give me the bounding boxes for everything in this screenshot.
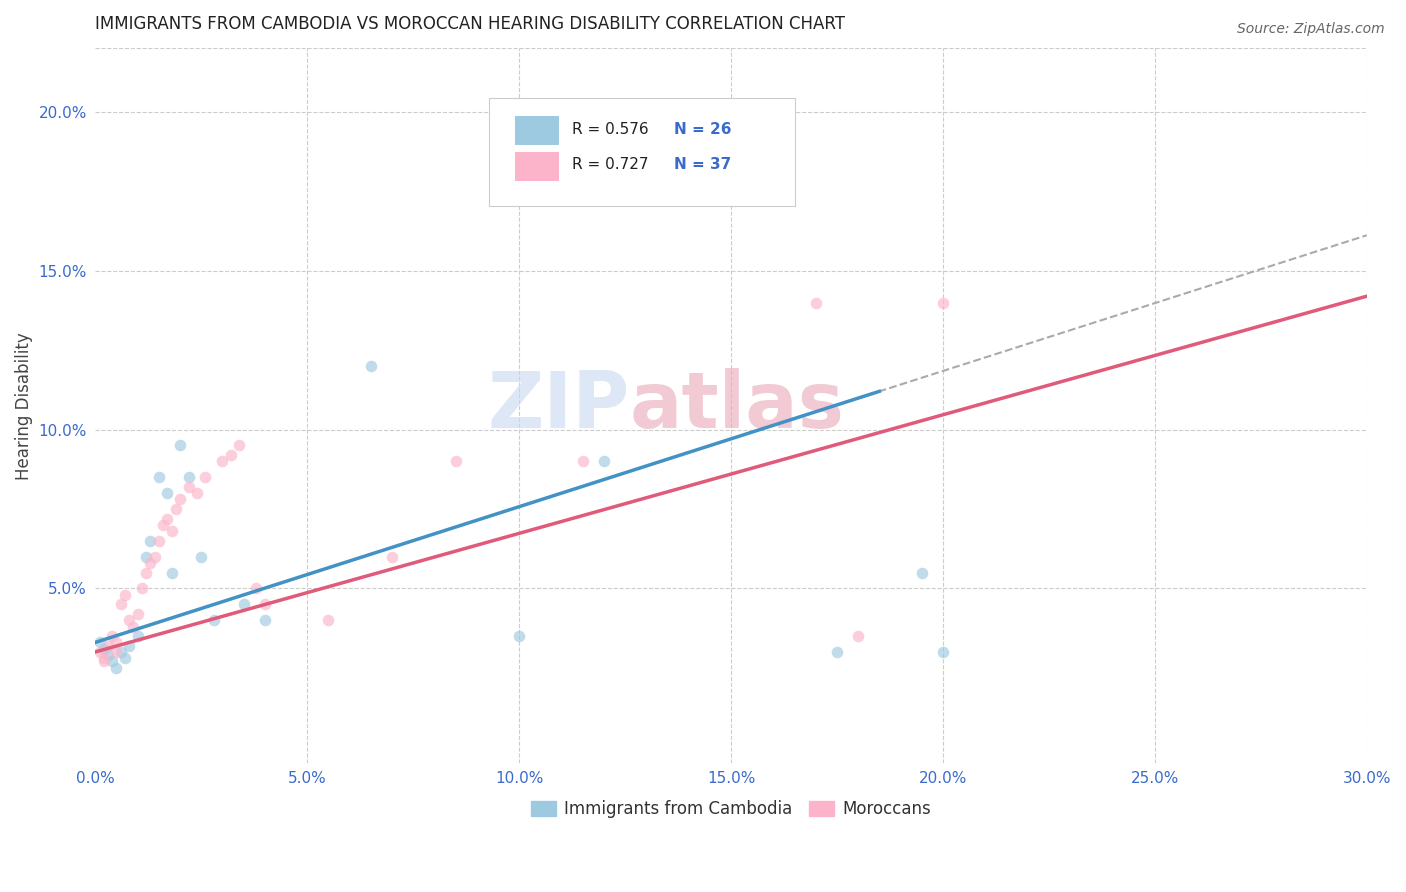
- Point: [114, 651, 136, 665]
- Point: [105, 661, 128, 675]
- Point: [127, 629, 149, 643]
- Point: [177, 480, 200, 494]
- Point: [508, 629, 530, 643]
- Point: [846, 629, 869, 643]
- Point: [592, 454, 614, 468]
- Point: [190, 549, 212, 564]
- Point: [93, 641, 115, 656]
- Point: [122, 619, 145, 633]
- Bar: [515, 152, 560, 181]
- Point: [139, 556, 162, 570]
- Point: [93, 651, 115, 665]
- Text: atlas: atlas: [630, 368, 844, 444]
- Point: [360, 359, 382, 373]
- Point: [245, 582, 267, 596]
- Point: [110, 597, 132, 611]
- Point: [139, 533, 162, 548]
- Point: [228, 438, 250, 452]
- Point: [194, 470, 217, 484]
- Point: [148, 533, 170, 548]
- Point: [143, 549, 166, 564]
- Point: [131, 582, 153, 596]
- Point: [211, 454, 233, 468]
- Point: [114, 588, 136, 602]
- Text: ZIP: ZIP: [486, 368, 630, 444]
- Legend: Immigrants from Cambodia, Moroccans: Immigrants from Cambodia, Moroccans: [523, 791, 939, 826]
- Point: [253, 597, 276, 611]
- FancyBboxPatch shape: [489, 98, 794, 206]
- Point: [110, 645, 132, 659]
- Point: [232, 597, 254, 611]
- Point: [177, 470, 200, 484]
- Point: [148, 470, 170, 484]
- Point: [156, 486, 179, 500]
- Y-axis label: Hearing Disability: Hearing Disability: [15, 332, 32, 480]
- Point: [135, 566, 157, 580]
- Point: [152, 517, 174, 532]
- Point: [253, 613, 276, 627]
- Point: [97, 639, 120, 653]
- Point: [160, 524, 183, 539]
- Text: N = 37: N = 37: [673, 158, 731, 172]
- Point: [804, 295, 827, 310]
- Point: [219, 448, 242, 462]
- Point: [160, 566, 183, 580]
- Point: [89, 645, 111, 659]
- Point: [101, 655, 124, 669]
- Point: [169, 492, 191, 507]
- Text: N = 26: N = 26: [673, 121, 731, 136]
- Point: [571, 454, 593, 468]
- Point: [127, 607, 149, 621]
- Point: [105, 635, 128, 649]
- Text: Source: ZipAtlas.com: Source: ZipAtlas.com: [1237, 22, 1385, 37]
- Point: [186, 486, 208, 500]
- Text: IMMIGRANTS FROM CAMBODIA VS MOROCCAN HEARING DISABILITY CORRELATION CHART: IMMIGRANTS FROM CAMBODIA VS MOROCCAN HEA…: [96, 15, 845, 33]
- Text: R = 0.576: R = 0.576: [572, 121, 648, 136]
- Point: [165, 502, 187, 516]
- Point: [444, 454, 467, 468]
- Point: [93, 655, 115, 669]
- Point: [105, 645, 128, 659]
- Point: [118, 639, 141, 653]
- Text: R = 0.727: R = 0.727: [572, 158, 648, 172]
- Point: [101, 629, 124, 643]
- Point: [911, 566, 934, 580]
- Point: [135, 549, 157, 564]
- Point: [825, 645, 848, 659]
- Point: [97, 648, 120, 662]
- Point: [318, 613, 340, 627]
- Point: [169, 438, 191, 452]
- Point: [932, 645, 955, 659]
- Point: [118, 613, 141, 627]
- Point: [89, 635, 111, 649]
- Point: [381, 549, 404, 564]
- Bar: [515, 116, 560, 145]
- Point: [202, 613, 225, 627]
- Point: [932, 295, 955, 310]
- Point: [156, 511, 179, 525]
